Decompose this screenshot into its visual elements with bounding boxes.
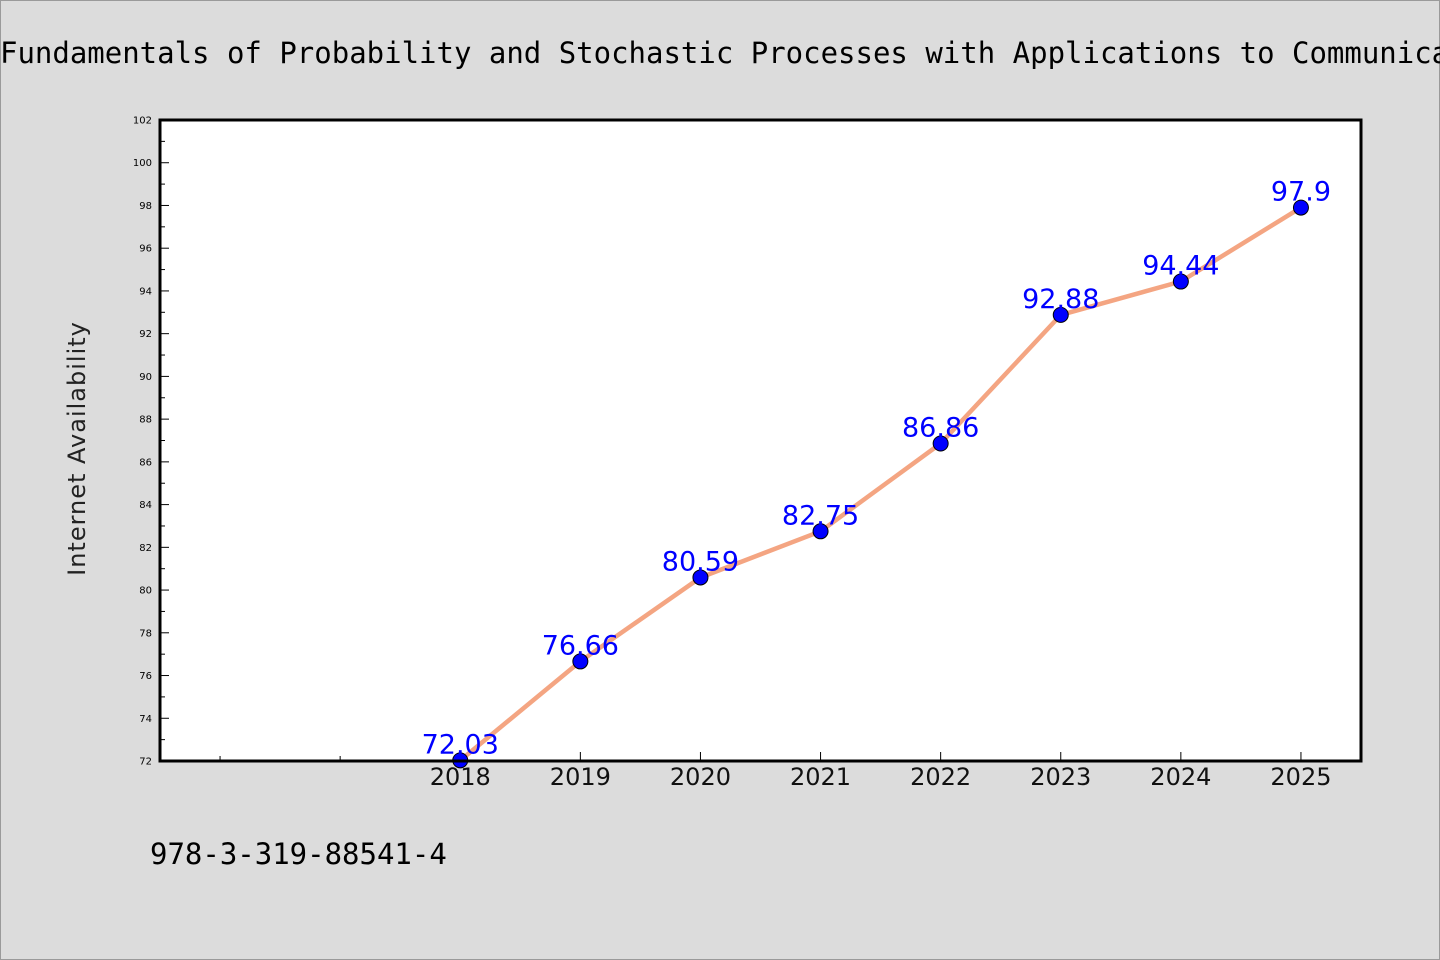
- x-tick-label: 2020: [670, 763, 731, 791]
- y-tick-label: 100: [133, 158, 152, 169]
- data-point: [1172, 273, 1189, 290]
- plot-area: [160, 120, 1361, 761]
- y-tick-label: 72: [139, 757, 152, 768]
- data-label: 76.66: [542, 630, 619, 661]
- x-tick-label: 2025: [1270, 763, 1331, 791]
- x-tick-label: 2019: [550, 763, 611, 791]
- data-label: 82.75: [782, 500, 859, 531]
- isbn-footer: 978-3-319-88541-4: [150, 837, 447, 871]
- y-tick-label: 76: [139, 671, 152, 682]
- y-tick-label: 82: [139, 543, 152, 554]
- data-label: 97.9: [1271, 177, 1331, 208]
- data-label: 86.86: [902, 412, 979, 443]
- data-markers: [452, 199, 1309, 769]
- y-tick-label: 96: [139, 244, 152, 255]
- data-label: 80.59: [662, 546, 739, 577]
- data-point: [572, 653, 589, 670]
- data-label: 94.44: [1142, 251, 1219, 282]
- y-tick-label: 78: [139, 628, 152, 639]
- data-labels: 72.03 76.66 80.59 82.75 86.86 92.88 94.44 97.9: [422, 177, 1331, 761]
- x-tick-label: 2021: [790, 763, 851, 791]
- y-tick-label: 74: [139, 714, 152, 725]
- x-tick-label: 2024: [1150, 763, 1211, 791]
- y-tick-label: 98: [139, 201, 152, 212]
- y-axis-label: Internet Availability: [63, 321, 91, 576]
- y-axis-ticks: 72 74 76 78 80 82 84 86 88 90 92 94 96 98 100 102: [133, 116, 169, 768]
- data-point: [692, 569, 709, 586]
- data-label: 92.88: [1022, 284, 1099, 315]
- y-tick-label: 92: [139, 329, 152, 340]
- series-line: [458, 205, 1304, 763]
- y-tick-label: 88: [139, 415, 152, 426]
- plot-frame: [158, 118, 1363, 763]
- data-point: [812, 523, 829, 540]
- data-label: 72.03: [422, 729, 499, 760]
- x-tick-label: 2023: [1030, 763, 1091, 791]
- y-tick-label: 102: [133, 116, 152, 127]
- y-tick-label: 84: [139, 500, 152, 511]
- data-point: [932, 435, 949, 452]
- chart-title: Fundamentals of Probability and Stochast…: [0, 36, 1440, 70]
- x-tick-label: 2022: [910, 763, 971, 791]
- y-tick-label: 94: [139, 286, 152, 297]
- y-tick-label: 90: [139, 372, 152, 383]
- y-tick-label: 80: [139, 586, 152, 597]
- data-point: [1292, 199, 1309, 216]
- y-tick-label: 86: [139, 457, 152, 468]
- data-point: [1052, 306, 1069, 323]
